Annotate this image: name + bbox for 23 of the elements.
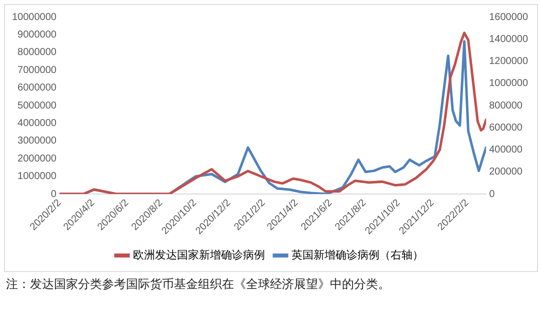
y2-tick-label: 200000: [489, 166, 523, 178]
y2-tick-label: 0: [489, 188, 496, 200]
y2-tick-label: 1400000: [489, 34, 528, 45]
y-tick-label: 0: [50, 188, 57, 200]
y2-tick-label: 600000: [489, 122, 523, 134]
y-tick-label: 9000000: [18, 29, 57, 40]
y-tick-label: 4000000: [18, 118, 57, 129]
y-tick-label: 7000000: [18, 64, 57, 76]
y2-tick-label: 800000: [489, 100, 523, 112]
legend-label: 欧洲发达国家新增确诊病例: [133, 248, 265, 262]
y-tick-label: 8000000: [18, 47, 57, 58]
y-tick-label: 1000000: [18, 171, 57, 182]
text: 注：发达国家分类参考国际货币基金组织在《全球经济展望》中的分类。: [6, 276, 391, 293]
y-tick-label: 3000000: [18, 136, 57, 147]
y2-tick-label: 1000000: [489, 78, 528, 90]
y2-tick-label: 400000: [489, 144, 523, 156]
y-tick-label: 5000000: [18, 100, 57, 112]
legend-label: 英国新增确诊病例（右轴）: [292, 248, 424, 262]
y2-tick-label: 1200000: [489, 56, 528, 68]
y-tick-label: 6000000: [18, 82, 57, 94]
y-tick-label: 2000000: [18, 153, 57, 164]
y2-tick-label: 1600000: [489, 12, 528, 23]
y-tick-label: 10000000: [12, 12, 57, 23]
